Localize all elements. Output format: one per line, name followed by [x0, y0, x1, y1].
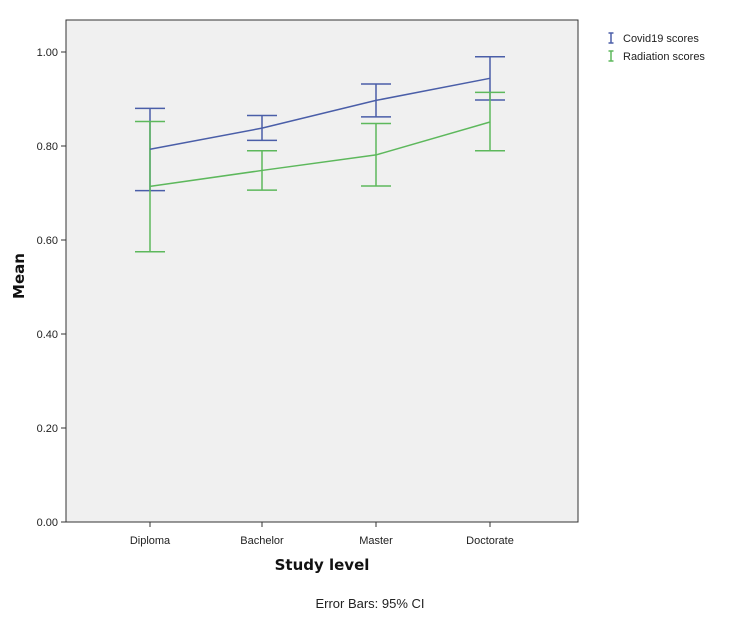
series-line — [149, 121, 491, 188]
plot-area — [65, 19, 579, 523]
legend-item: Covid19 scores — [608, 32, 699, 45]
y-tick-label: 0.80 — [37, 141, 58, 153]
x-axis: Diploma Bachelor Master Doctorate — [130, 522, 514, 547]
x-axis-title: Study level — [275, 556, 370, 574]
x-tick-label: Doctorate — [466, 535, 514, 547]
series-radiation — [135, 91, 505, 253]
legend-label: Covid19 scores — [623, 33, 699, 45]
legend-label: Radiation scores — [623, 51, 705, 63]
legend-item: Radiation scores — [608, 50, 705, 63]
y-axis-title: Mean — [10, 253, 28, 299]
x-tick-label: Master — [359, 535, 393, 547]
y-tick-label: 0.20 — [37, 423, 58, 435]
footnote: Error Bars: 95% CI — [315, 596, 424, 611]
x-tick-label: Diploma — [130, 535, 171, 547]
y-axis: 0.00 0.20 0.40 0.60 0.80 1.00 — [37, 47, 66, 529]
series-layer — [135, 55, 505, 253]
y-tick-label: 0.40 — [37, 329, 58, 341]
legend: Covid19 scores Radiation scores — [608, 32, 705, 63]
y-tick-label: 1.00 — [37, 47, 58, 59]
y-tick-label: 0.60 — [37, 235, 58, 247]
x-tick-label: Bachelor — [240, 535, 284, 547]
series-line — [149, 77, 491, 151]
y-tick-label: 0.00 — [37, 517, 58, 529]
